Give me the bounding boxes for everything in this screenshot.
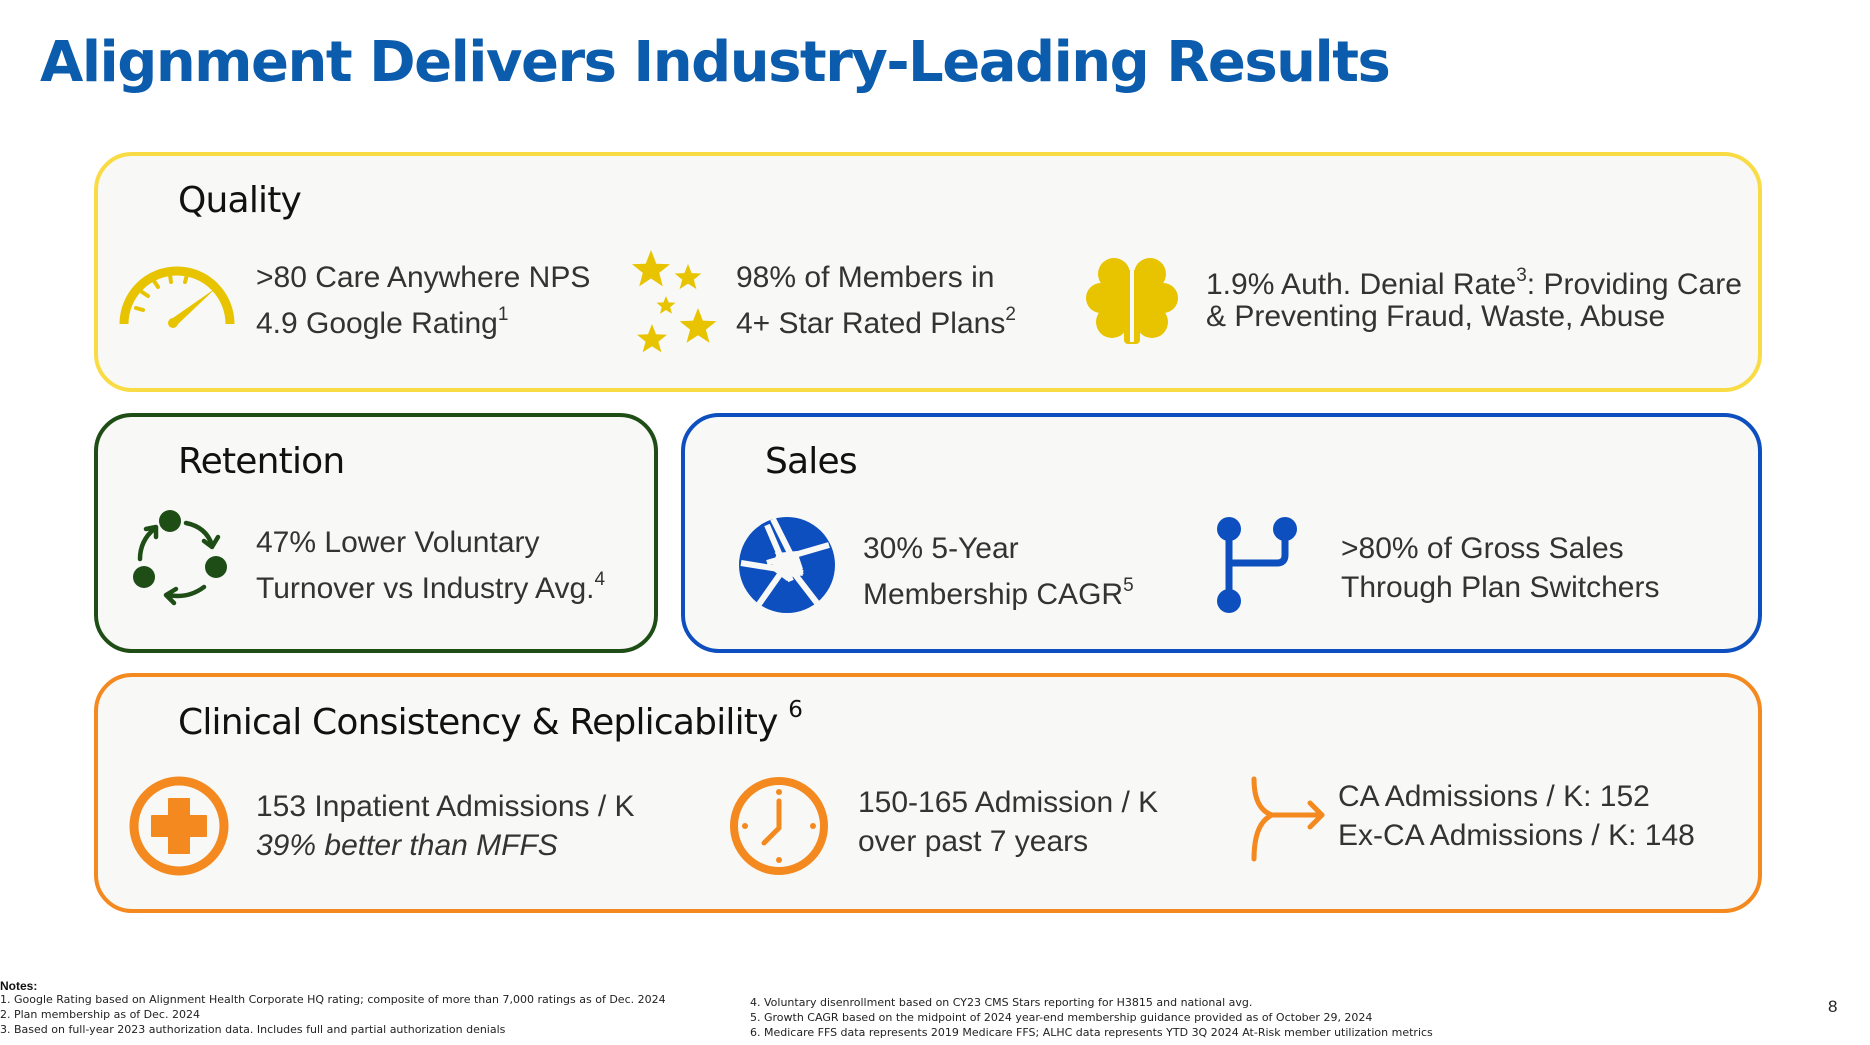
- quality-panel: Quality >80 Care Anywhere NPS 4.9 Google…: [94, 152, 1762, 392]
- notes-heading: Notes:: [0, 979, 38, 993]
- note-6: 6. Medicare FFS data represents 2019 Med…: [750, 1026, 1433, 1039]
- stars-icon: [632, 250, 717, 353]
- cycle-arrows-icon: [133, 510, 227, 606]
- clinical-stat-admission-range: 150-165 Admission / K over past 7 years: [858, 786, 1159, 858]
- clinical-stat-admissions: 153 Inpatient Admissions / K 39% better …: [256, 790, 635, 862]
- note-2: 2. Plan membership as of Dec. 2024: [0, 1008, 200, 1021]
- page-title: Alignment Delivers Industry-Leading Resu…: [40, 30, 1391, 95]
- aperture-icon: [739, 517, 835, 613]
- note-5: 5. Growth CAGR based on the midpoint of …: [750, 1011, 1373, 1024]
- quality-heading: Quality: [178, 180, 302, 221]
- page-number: 8: [1828, 997, 1838, 1016]
- note-4: 4. Voluntary disenrollment based on CY23…: [750, 996, 1253, 1009]
- medical-cross-icon: [129, 776, 229, 876]
- quality-stat-nps: >80 Care Anywhere NPS 4.9 Google Rating1: [256, 261, 591, 340]
- clock-icon: [730, 777, 828, 875]
- sales-panel: Sales 30% 5-Year Membership CAGR5 >80% o…: [681, 413, 1762, 653]
- sales-stat-cagr: 30% 5-Year Membership CAGR5: [863, 532, 1134, 611]
- retention-heading: Retention: [178, 441, 345, 482]
- clinical-panel: Clinical Consistency & Replicability 6 1…: [94, 673, 1762, 913]
- notes-left: 1. Google Rating based on Alignment Heal…: [0, 992, 666, 1037]
- notes-right: 4. Voluntary disenrollment based on CY23…: [750, 995, 1433, 1040]
- sales-stat-plan-switchers: >80% of Gross Sales Through Plan Switche…: [1341, 532, 1660, 604]
- clinical-stat-ca-admissions: CA Admissions / K: 152 Ex-CA Admissions …: [1338, 780, 1695, 852]
- note-3: 3. Based on full-year 2023 authorization…: [0, 1023, 506, 1036]
- sales-heading: Sales: [765, 441, 858, 482]
- note-1: 1. Google Rating based on Alignment Heal…: [0, 993, 666, 1006]
- speedometer-icon: [119, 266, 235, 328]
- brain-icon: [1086, 258, 1178, 344]
- retention-stat-turnover: 47% Lower Voluntary Turnover vs Industry…: [256, 526, 606, 605]
- quality-stat-denial-rate: 1.9% Auth. Denial Rate3: Providing Care …: [1206, 265, 1742, 333]
- retention-panel: Retention 47% Lower Voluntary Turnover v…: [94, 413, 658, 653]
- clinical-heading: Clinical Consistency & Replicability 6: [178, 697, 803, 743]
- quality-stat-star-plans: 98% of Members in 4+ Star Rated Plans2: [736, 261, 1016, 340]
- merge-arrow-icon: [1251, 776, 1325, 862]
- branch-icon: [1217, 517, 1297, 613]
